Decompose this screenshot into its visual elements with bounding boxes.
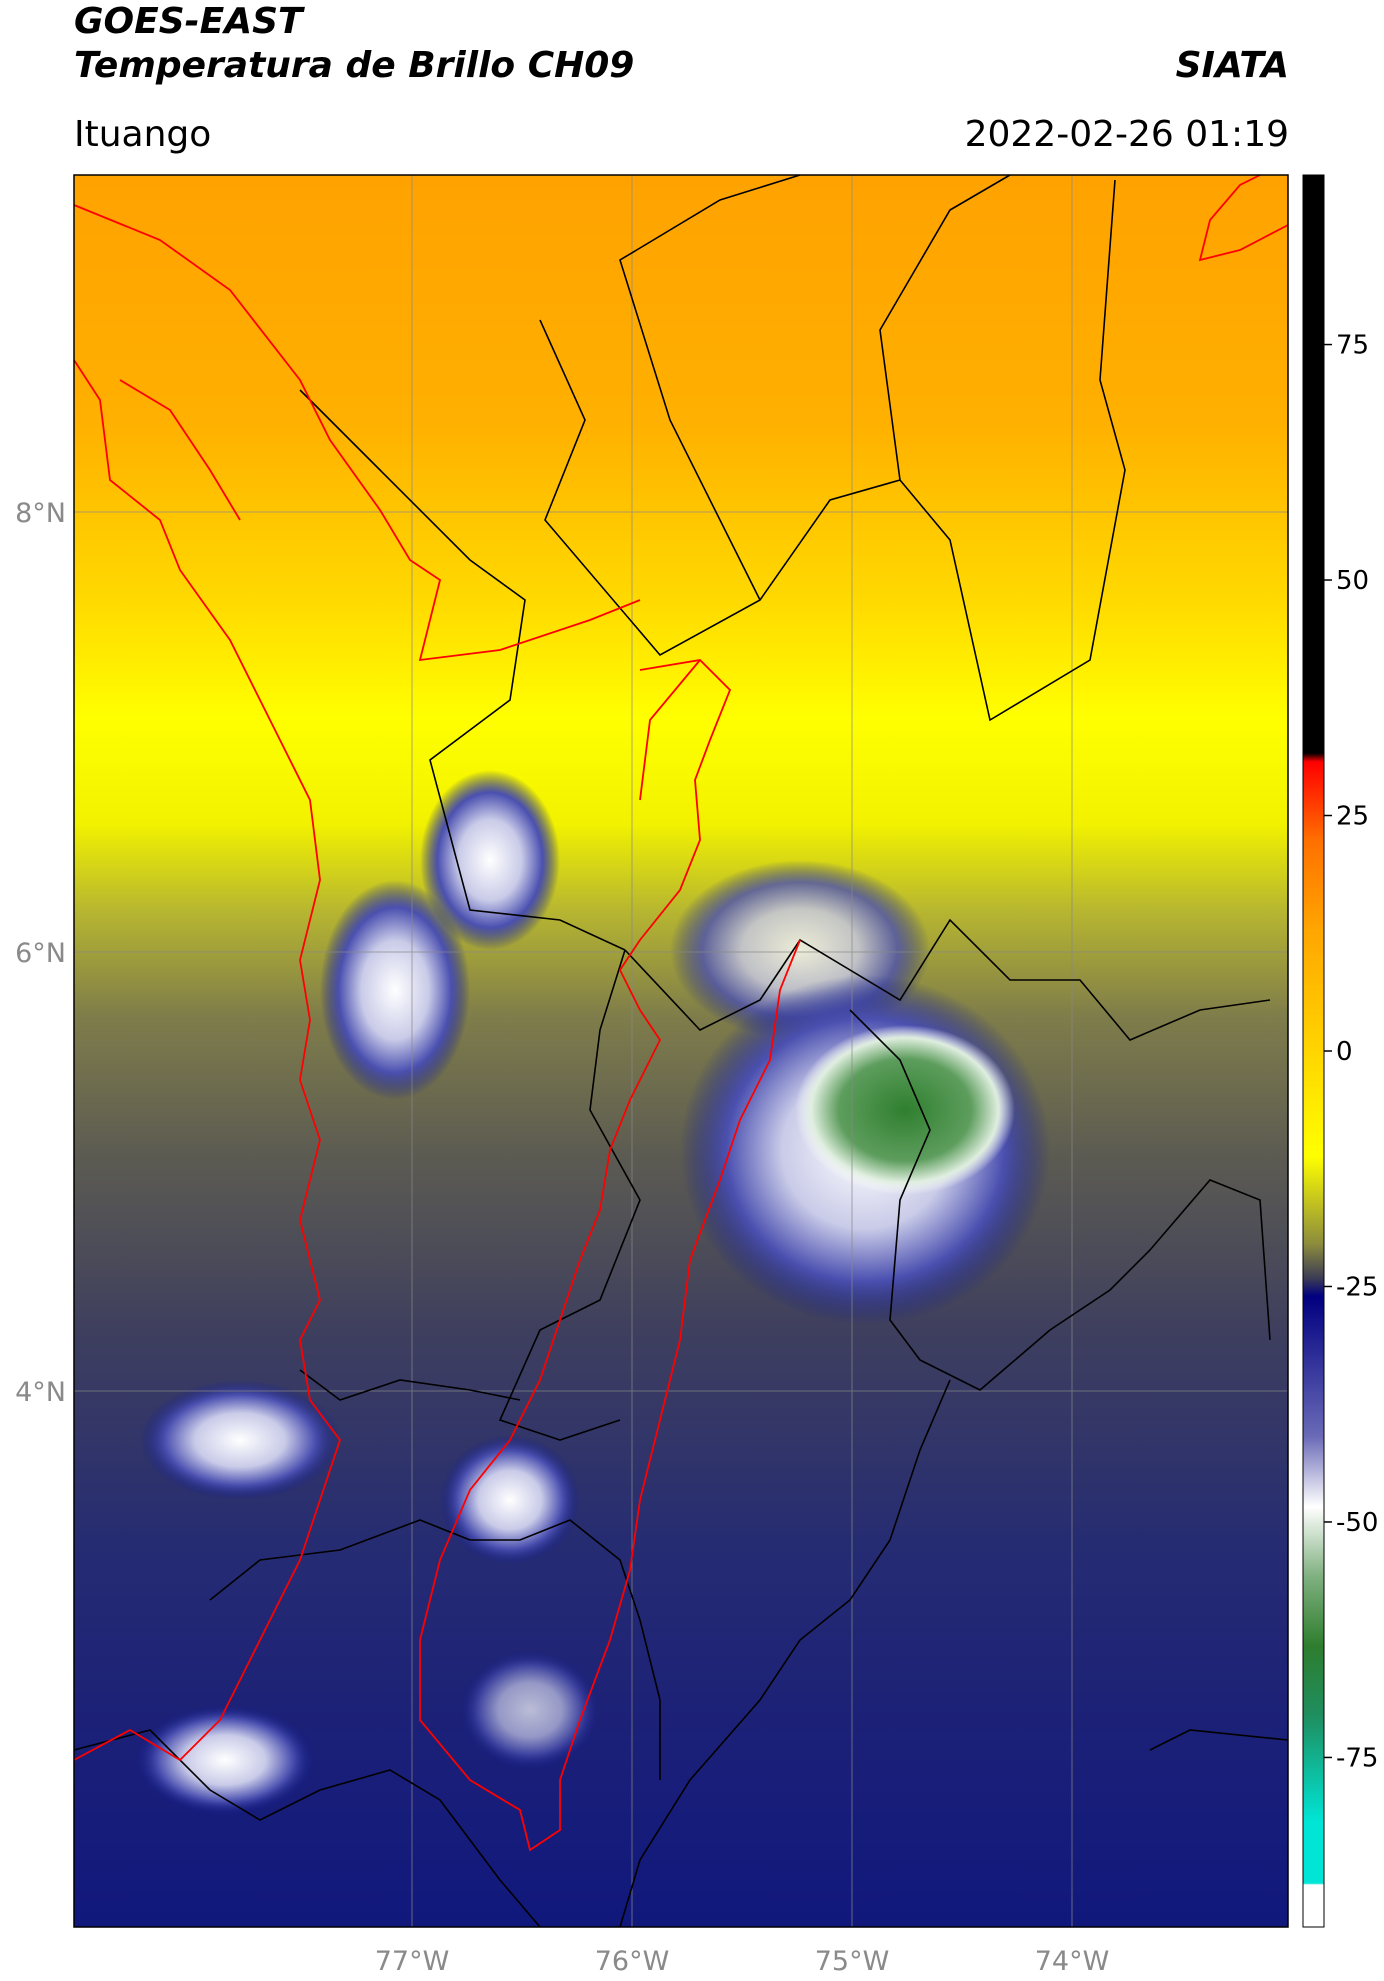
- timestamp-label: 2022-02-26 01:19: [964, 114, 1289, 155]
- gridlines: [74, 175, 1288, 1927]
- lon-label: 74°W: [1035, 1946, 1110, 1977]
- latitude-labels: 8°N 6°N 4°N: [15, 498, 66, 1408]
- colorbar-tick-label: 50: [1336, 566, 1369, 596]
- colorbar-ticks: 75 50 25 0 -25 -50 -75: [1324, 331, 1378, 1773]
- lon-label: 77°W: [375, 1946, 450, 1977]
- location-label: Ituango: [74, 114, 212, 155]
- coast-boundaries: [73, 174, 1289, 1852]
- colorbar-tick-label: 75: [1336, 331, 1369, 361]
- lon-label: 76°W: [595, 1946, 670, 1977]
- colorbar-tick-label: 0: [1336, 1037, 1353, 1067]
- storm-cell: [440, 1435, 580, 1565]
- product-title: Temperatura de Brillo CH09: [74, 45, 635, 86]
- storm-cell: [135, 1705, 315, 1815]
- satellite-title: GOES-EAST: [74, 1, 303, 42]
- map-frame: [73, 174, 1289, 1928]
- colorbar-gradient: [1302, 174, 1325, 1928]
- temperature-field: [74, 175, 1288, 1927]
- storm-cell: [460, 1650, 600, 1770]
- longitude-labels: 77°W 76°W 75°W 74°W: [375, 1946, 1110, 1977]
- lat-label: 4°N: [15, 1377, 66, 1408]
- lat-label: 6°N: [15, 938, 66, 969]
- colorbar-tick-label: -75: [1336, 1743, 1378, 1773]
- colorbar-tick-label: -25: [1336, 1272, 1378, 1302]
- cold-core: [795, 1025, 1015, 1195]
- lat-label: 8°N: [15, 498, 66, 529]
- colorbar: 75 50 25 0 -25 -50 -75: [1302, 174, 1378, 1928]
- brand-label: SIATA: [1175, 45, 1289, 86]
- colorbar-tick-label: 25: [1336, 802, 1369, 832]
- storm-cell: [320, 880, 470, 1100]
- storm-cell: [420, 770, 560, 950]
- title-block: GOES-EAST Temperatura de Brillo CH09: [74, 0, 634, 88]
- storm-cell: [140, 1380, 340, 1500]
- colorbar-tick-label: -50: [1336, 1508, 1378, 1538]
- department-boundaries: [73, 174, 1289, 1928]
- lon-label: 75°W: [815, 1946, 890, 1977]
